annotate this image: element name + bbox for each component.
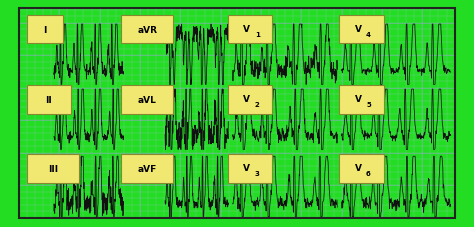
Text: II: II (46, 95, 52, 104)
FancyBboxPatch shape (339, 16, 383, 44)
FancyBboxPatch shape (121, 86, 173, 114)
FancyBboxPatch shape (27, 86, 71, 114)
Text: 1: 1 (255, 32, 260, 37)
FancyBboxPatch shape (27, 155, 79, 183)
FancyBboxPatch shape (27, 16, 63, 44)
FancyBboxPatch shape (339, 155, 383, 183)
Text: V: V (243, 94, 250, 103)
Text: I: I (43, 25, 46, 35)
Text: 2: 2 (255, 101, 260, 108)
Text: V: V (355, 94, 362, 103)
Text: V: V (355, 25, 362, 33)
FancyBboxPatch shape (339, 86, 383, 114)
FancyBboxPatch shape (228, 16, 273, 44)
Text: V: V (355, 163, 362, 172)
FancyBboxPatch shape (228, 155, 273, 183)
Text: 3: 3 (255, 170, 260, 176)
Text: 6: 6 (366, 170, 371, 176)
Text: 5: 5 (366, 101, 371, 108)
Text: aVL: aVL (138, 95, 157, 104)
Text: V: V (243, 163, 250, 172)
Text: 4: 4 (366, 32, 371, 37)
Text: V: V (243, 25, 250, 33)
Text: III: III (48, 164, 58, 173)
Text: aVF: aVF (138, 164, 157, 173)
Text: aVR: aVR (137, 25, 157, 35)
FancyBboxPatch shape (121, 16, 173, 44)
FancyBboxPatch shape (228, 86, 273, 114)
FancyBboxPatch shape (121, 155, 173, 183)
